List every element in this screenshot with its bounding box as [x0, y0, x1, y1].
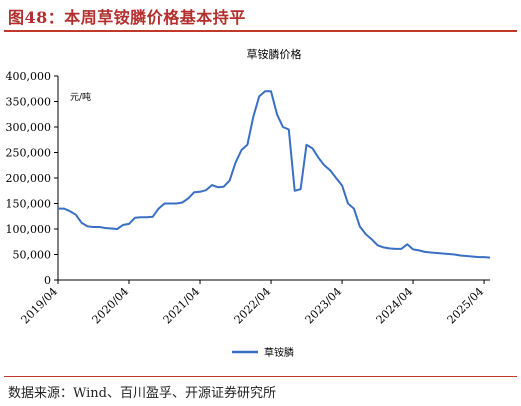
chart-title: 草铵膦价格 [247, 47, 302, 61]
x-tick-label: 2020/04 [90, 285, 132, 327]
x-tick-label: 2024/04 [374, 285, 416, 327]
y-tick-label: 400,000 [6, 70, 52, 83]
x-tick-label: 2021/04 [161, 285, 203, 327]
x-tick-label: 2025/04 [445, 285, 487, 327]
figure-header: 图48：本周草铵膦价格基本持平 [0, 0, 521, 34]
legend-label: 草铵膦 [264, 346, 294, 359]
y-tick-label: 50,000 [13, 249, 52, 262]
y-tick-label: 300,000 [6, 121, 52, 134]
x-tick-label: 2023/04 [303, 285, 345, 327]
y-tick-label: 350,000 [6, 96, 52, 109]
y-tick-label: 0 [44, 274, 51, 287]
x-tick-label: 2019/04 [19, 285, 61, 327]
price-chart: 草铵膦价格 0 50,000 100,000 150,000 200,000 250,000… [6, 47, 491, 359]
y-tick-label: 150,000 [6, 198, 52, 211]
footer-rule [4, 376, 517, 377]
y-tick-label: 100,000 [6, 223, 52, 236]
figure-title: 图48：本周草铵膦价格基本持平 [8, 8, 246, 27]
series-line-草铵膦 [58, 90, 491, 259]
y-tick-label: 250,000 [6, 147, 52, 160]
x-tick-label: 2022/04 [232, 285, 274, 327]
header-rule [4, 30, 517, 32]
y-unit-label: 元/吨 [70, 91, 91, 103]
source-note: 数据来源：Wind、百川盈孚、开源证券研究所 [8, 386, 276, 401]
y-tick-label: 200,000 [6, 172, 52, 185]
